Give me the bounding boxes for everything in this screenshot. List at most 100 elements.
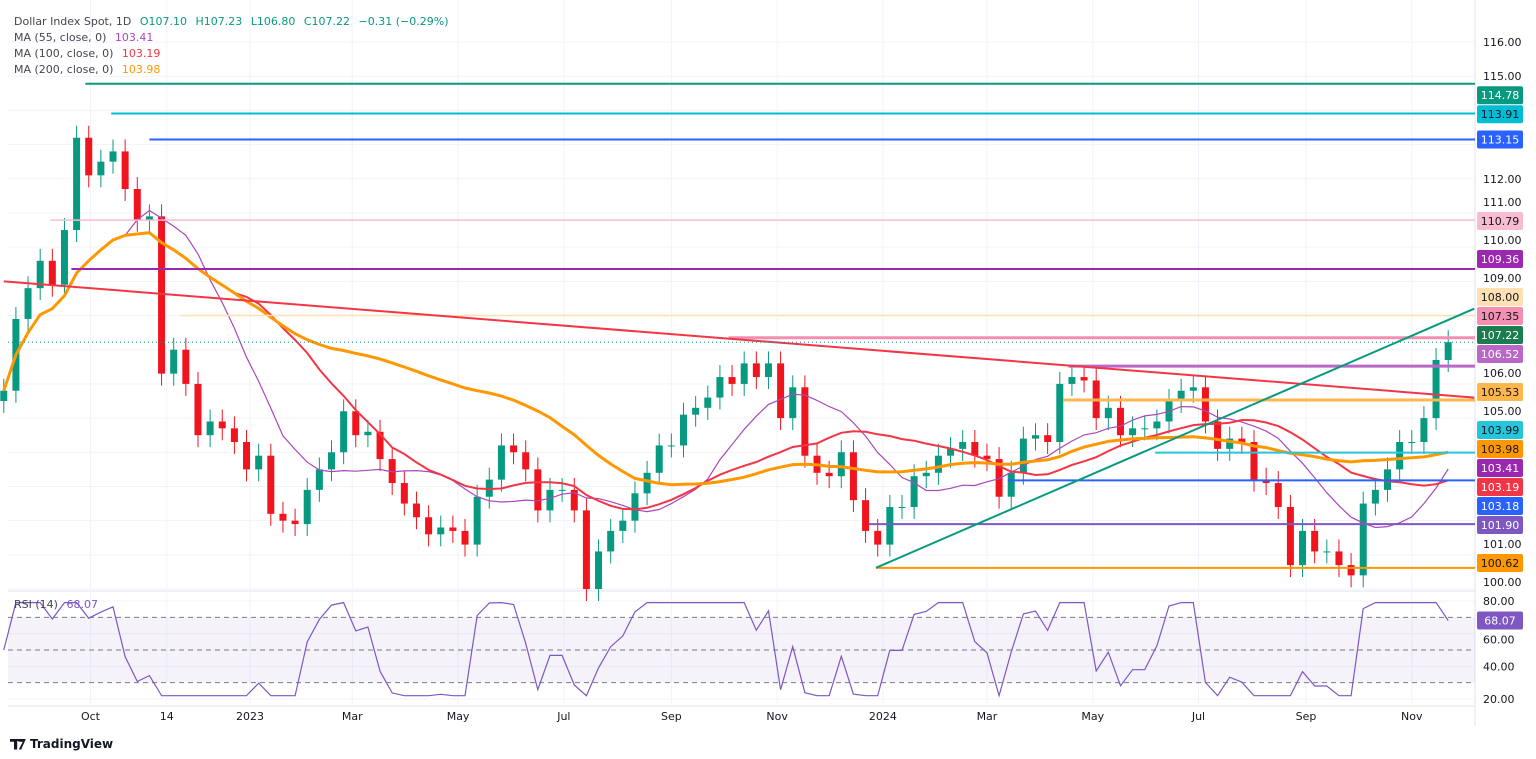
candle-down — [218, 421, 226, 429]
low-value: L106.80 — [250, 15, 296, 28]
tradingview-logo-icon — [10, 738, 26, 750]
indicator-tag-box — [1477, 478, 1523, 496]
candle-down — [801, 387, 809, 456]
time-axis-label: Jul — [1191, 710, 1205, 723]
candle-up — [886, 506, 894, 545]
candle-up — [1177, 390, 1185, 401]
candle-up — [1141, 428, 1149, 430]
time-axis-label: Oct — [81, 710, 101, 723]
indicator-tag-box — [1477, 440, 1523, 458]
candle-down — [752, 363, 760, 378]
candle-down — [48, 260, 56, 285]
time-axis-label: 14 — [160, 710, 174, 723]
candle-down — [1080, 377, 1088, 381]
level-tag: 113.91 — [1481, 108, 1520, 121]
candle-down — [874, 530, 882, 545]
level-tag-box — [1477, 383, 1523, 401]
level-tag-box — [1477, 105, 1523, 124]
candle-up — [255, 455, 263, 470]
candle-up — [680, 414, 687, 446]
indicator-tag: 103.18 — [1481, 500, 1520, 513]
candle-up — [716, 377, 724, 398]
candle-up — [546, 489, 554, 511]
candle-down — [1335, 551, 1343, 566]
price-axis-label: 111.00 — [1483, 196, 1522, 209]
rsi-value-tag-box — [1477, 611, 1523, 630]
candle-up — [1323, 551, 1331, 553]
candle-down — [133, 189, 141, 220]
ma200-value: 103.98 — [121, 63, 161, 76]
ma55-label: MA (55, close, 0) — [14, 31, 107, 44]
level-tag-box — [1477, 421, 1523, 439]
indicator-tag-box — [1477, 459, 1523, 477]
candle-down — [971, 442, 979, 456]
candle-down — [194, 383, 202, 436]
candle-up — [1056, 383, 1064, 443]
price-axis-label: 116.00 — [1483, 36, 1522, 49]
candle-up — [789, 387, 797, 419]
candle-down — [388, 459, 396, 484]
candle-up — [1068, 377, 1076, 384]
tradingview-logo[interactable]: TradingView — [10, 737, 113, 751]
price-axis-label: 105.00 — [1483, 405, 1522, 418]
last-price-tag: 107.22 — [1481, 329, 1520, 342]
candle-down — [570, 489, 578, 511]
time-axis-label: May — [447, 710, 470, 723]
candle-up — [109, 151, 117, 162]
candle-up — [1129, 428, 1137, 436]
rsi-value-tag: 68.07 — [1484, 614, 1516, 627]
level-tag: 110.79 — [1481, 215, 1520, 228]
candle-up — [704, 397, 712, 408]
time-axis-label: Sep — [661, 710, 682, 723]
candle-down — [425, 517, 433, 535]
candle-down — [1262, 479, 1270, 484]
candle-up — [340, 411, 348, 453]
candle-up — [643, 472, 651, 494]
candle-down — [243, 442, 251, 470]
indicator-tag: 103.41 — [1481, 462, 1520, 475]
candle-up — [740, 363, 748, 384]
candle-down — [983, 455, 991, 460]
candle-up — [1432, 359, 1440, 419]
candle-down — [279, 513, 287, 521]
rsi-legend[interactable]: RSI (14) 68.07 — [14, 598, 98, 611]
candle-down — [230, 428, 238, 443]
ma200-legend[interactable]: MA (200, close, 0) 103.98 — [14, 62, 449, 78]
trendline-0 — [3, 280, 1475, 399]
time-axis-label: 2024 — [869, 710, 897, 723]
level-tag: 105.53 — [1481, 386, 1520, 399]
candle-up — [692, 407, 700, 415]
candle-up — [1007, 472, 1015, 497]
candle-up — [206, 421, 214, 436]
candle-up — [898, 506, 906, 508]
candle-up — [764, 363, 772, 378]
price-axis-label: 101.00 — [1483, 538, 1522, 551]
time-axis-label: Mar — [977, 710, 998, 723]
candle-down — [1347, 565, 1355, 576]
ma55-legend[interactable]: MA (55, close, 0) 103.41 — [14, 30, 449, 46]
candle-up — [1444, 342, 1452, 360]
rsi-axis-label: 20.00 — [1483, 693, 1515, 706]
candle-up — [60, 230, 68, 285]
candle-down — [449, 527, 457, 531]
candle-down — [1238, 438, 1246, 443]
candle-down — [995, 459, 1003, 497]
ma100-legend[interactable]: MA (100, close, 0) 103.19 — [14, 46, 449, 62]
candle-up — [24, 288, 32, 319]
ma100-value: 103.19 — [121, 47, 161, 60]
candle-down — [1116, 407, 1124, 436]
time-axis-label: Sep — [1296, 710, 1317, 723]
candle-up — [1299, 530, 1307, 566]
candle-up — [558, 489, 566, 491]
rsi-label: RSI (14) — [14, 598, 58, 611]
level-tag-box — [1477, 86, 1523, 105]
candle-up — [1371, 489, 1379, 504]
candle-up — [315, 469, 323, 490]
candle-up — [1226, 438, 1234, 449]
candle-up — [1032, 435, 1040, 439]
candle-up — [1359, 503, 1367, 576]
candle-down — [121, 151, 129, 190]
candle-up — [934, 455, 942, 473]
candle-down — [1286, 506, 1294, 566]
